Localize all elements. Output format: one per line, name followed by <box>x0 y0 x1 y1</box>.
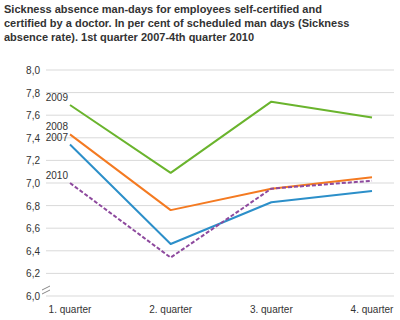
series-line <box>70 102 372 173</box>
series-line <box>70 181 372 258</box>
grid-line <box>46 250 394 251</box>
y-tick-label: 7,6 <box>26 110 40 121</box>
y-tick-label: 6,8 <box>26 201 40 212</box>
y-tick-label: 8,0 <box>26 65 40 76</box>
series-line <box>70 134 372 210</box>
y-tick-label: 7,2 <box>26 155 40 166</box>
axis-break <box>42 286 50 294</box>
chart: Sickness absence man-days for employees … <box>0 0 400 320</box>
y-tick-label: 6,2 <box>26 268 40 279</box>
x-tick-label: 2. quarter <box>149 304 192 315</box>
chart-container: Sickness absence man-days for employees … <box>0 0 400 320</box>
y-tick-label: 6,0 <box>26 291 40 302</box>
title-line: certified by a doctor. In per cent of sc… <box>4 17 349 29</box>
title: Sickness absence man-days for employees … <box>4 3 349 43</box>
series-label: 2007 <box>46 132 69 143</box>
grid-line <box>46 70 394 71</box>
title-line: Sickness absence man-days for employees … <box>4 3 322 15</box>
x-tick-label: 1. quarter <box>49 304 92 315</box>
grid-line <box>46 160 394 161</box>
grid-line <box>46 115 394 116</box>
y-tick-label: 7,0 <box>26 178 40 189</box>
y-tick-label: 6,4 <box>26 246 40 257</box>
grid-line <box>46 296 394 297</box>
title-line: absence rate). 1st quarter 2007-4th quar… <box>4 31 254 43</box>
x-tick-label: 4. quarter <box>351 304 394 315</box>
series-label: 2009 <box>46 92 69 103</box>
y-tick-label: 7,4 <box>26 133 40 144</box>
series-line <box>70 145 372 244</box>
grid-line <box>46 228 394 229</box>
plot-area <box>70 102 372 258</box>
series-label: 2010 <box>46 170 69 181</box>
y-tick-label: 7,8 <box>26 88 40 99</box>
grid-line <box>46 205 394 206</box>
x-tick-label: 3. quarter <box>250 304 293 315</box>
grid-line <box>46 92 394 93</box>
y-tick-label: 6,6 <box>26 223 40 234</box>
grid-line <box>46 273 394 274</box>
